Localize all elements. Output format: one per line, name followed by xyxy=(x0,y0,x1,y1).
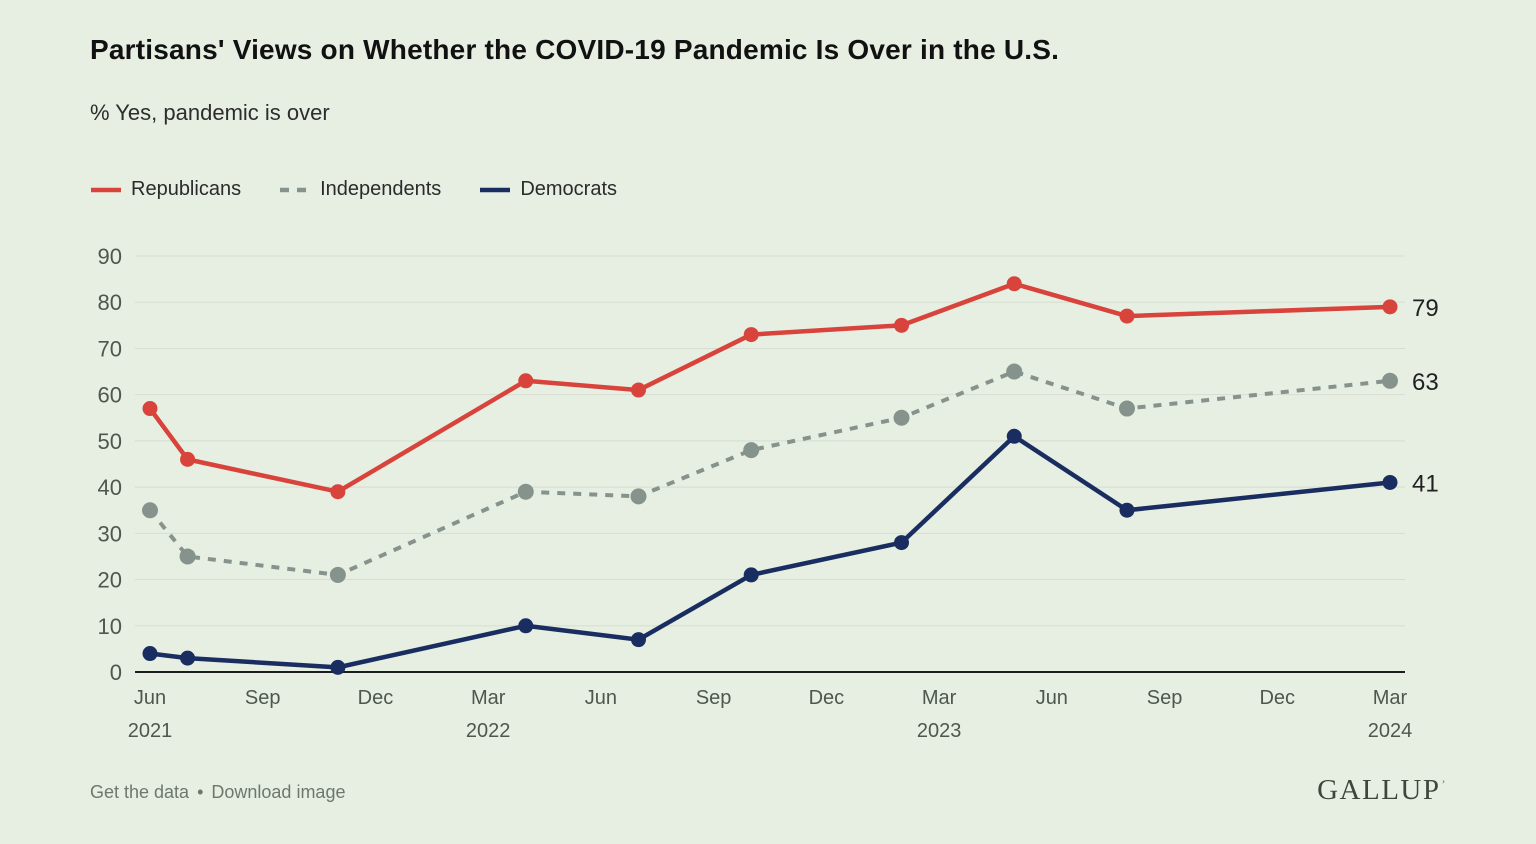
y-tick-label: 0 xyxy=(110,660,122,685)
chart-title: Partisans' Views on Whether the COVID-19… xyxy=(90,34,1060,65)
data-point-independents xyxy=(630,488,647,505)
legend-label-independents: Independents xyxy=(320,178,442,200)
x-tick-label-month: Mar xyxy=(922,687,957,709)
gallup-logo-mark: ’ xyxy=(1441,777,1447,792)
footer-links: Get the data • Download image xyxy=(90,782,345,803)
data-point-democrats xyxy=(518,618,534,634)
data-point-independents xyxy=(893,409,910,426)
legend-label-democrats: Democrats xyxy=(520,178,618,200)
democrats-line-swatch-icon xyxy=(479,181,511,199)
x-tick-label-month: Dec xyxy=(1259,687,1295,709)
download-image-link[interactable]: Download image xyxy=(211,782,346,802)
data-point-democrats xyxy=(1006,428,1022,444)
x-tick-label-year: 2023 xyxy=(917,720,962,742)
data-point-republicans xyxy=(330,484,346,500)
legend-item-republicans: Republicans xyxy=(90,178,241,201)
data-point-republicans xyxy=(1382,299,1398,315)
y-tick-label: 60 xyxy=(98,383,122,408)
x-tick-label-month: Mar xyxy=(471,687,506,709)
republicans-line-swatch-icon xyxy=(90,181,122,199)
x-tick-label-month: Sep xyxy=(245,687,281,709)
y-tick-label: 40 xyxy=(98,475,122,500)
y-tick-label: 70 xyxy=(98,336,122,361)
series-line-democrats xyxy=(149,434,1391,670)
gallup-logo: GALLUP’ xyxy=(1317,774,1447,806)
line-chart: 0 10 20 30 40 50 60 70 80 90 Jun 2021 Sep Dec Mar 2022 J… xyxy=(98,244,1439,742)
end-value-label-republicans: 79 xyxy=(1412,295,1439,322)
data-point-republicans xyxy=(142,401,158,417)
x-tick-label-month: Jun xyxy=(1036,687,1068,709)
data-point-democrats xyxy=(630,632,646,648)
data-point-republicans xyxy=(1006,276,1022,292)
data-point-independents xyxy=(743,442,760,459)
y-tick-label: 30 xyxy=(98,521,122,546)
data-point-republicans xyxy=(180,451,196,467)
get-the-data-link[interactable]: Get the data xyxy=(90,782,190,802)
data-point-independents xyxy=(1118,400,1135,417)
independents-dashed-line-swatch-icon xyxy=(279,181,311,199)
x-tick-label-year: 2021 xyxy=(128,720,173,742)
y-tick-label: 20 xyxy=(98,568,122,593)
x-tick-label-month: Jun xyxy=(134,687,166,709)
chart-subtitle: % Yes, pandemic is over xyxy=(90,100,330,125)
y-tick-label: 50 xyxy=(98,429,122,454)
series-line-republicans xyxy=(148,281,1391,494)
data-point-democrats xyxy=(894,535,910,551)
legend-item-independents: Independents xyxy=(279,178,441,201)
data-point-independents xyxy=(517,483,534,500)
y-tick-label: 90 xyxy=(98,244,122,269)
end-value-label-independents: 63 xyxy=(1412,369,1439,396)
data-point-republicans xyxy=(894,317,910,333)
data-point-democrats xyxy=(142,646,158,662)
legend-label-republicans: Republicans xyxy=(131,178,242,200)
data-point-republicans xyxy=(518,373,534,389)
data-point-republicans xyxy=(743,327,759,343)
x-tick-label-month: Dec xyxy=(358,687,394,709)
x-tick-label-year: 2022 xyxy=(466,720,511,742)
data-point-democrats xyxy=(743,567,759,583)
chart-legend: Republicans Independents Democrats xyxy=(90,178,617,201)
data-point-independents xyxy=(1382,372,1399,389)
end-value-label-democrats: 41 xyxy=(1412,470,1439,497)
data-point-independents xyxy=(142,502,158,519)
data-point-independents xyxy=(179,548,196,565)
data-point-independents xyxy=(329,566,346,583)
legend-item-democrats: Democrats xyxy=(479,178,617,201)
y-tick-label: 80 xyxy=(98,290,122,315)
data-point-democrats xyxy=(1382,474,1398,490)
data-point-independents xyxy=(1006,363,1023,380)
data-point-republicans xyxy=(630,382,646,398)
x-tick-label-month: Mar xyxy=(1373,687,1408,709)
data-point-democrats xyxy=(180,650,196,666)
data-point-republicans xyxy=(1119,308,1135,324)
data-point-democrats xyxy=(1119,502,1135,518)
x-tick-label-month: Sep xyxy=(696,687,732,709)
x-tick-label-month: Sep xyxy=(1147,687,1183,709)
data-point-democrats xyxy=(330,659,346,675)
x-tick-label-year: 2024 xyxy=(1368,720,1413,742)
footer-separator: • xyxy=(197,782,204,802)
x-tick-label-month: Dec xyxy=(809,687,845,709)
x-tick-label-month: Jun xyxy=(585,687,617,709)
series-line-independents xyxy=(148,369,1391,577)
y-tick-label: 10 xyxy=(98,614,122,639)
plot-area: 0 10 20 30 40 50 60 70 80 90 Jun 2021 Sep Dec Mar 2022 J… xyxy=(0,230,1536,760)
